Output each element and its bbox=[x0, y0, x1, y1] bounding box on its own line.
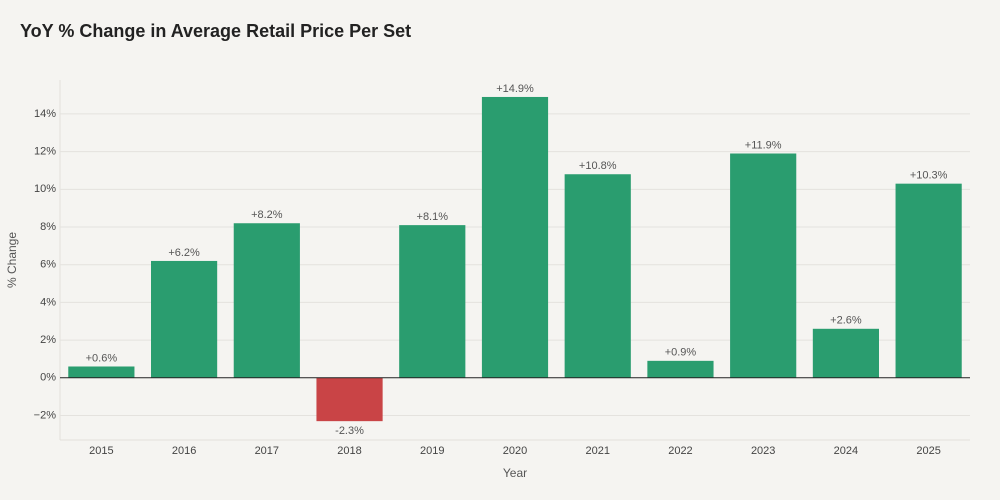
x-axis-title: Year bbox=[503, 466, 527, 480]
x-tick-label: 2015 bbox=[89, 445, 113, 457]
value-label: +8.2% bbox=[251, 209, 283, 221]
value-label: +2.6% bbox=[830, 315, 862, 327]
x-tick-label: 2021 bbox=[585, 445, 609, 457]
value-label: +11.9% bbox=[745, 139, 782, 151]
bar bbox=[895, 183, 962, 378]
value-label: +0.9% bbox=[665, 347, 697, 359]
value-label: +10.8% bbox=[579, 160, 617, 172]
y-tick-label: −2% bbox=[34, 409, 57, 421]
bar bbox=[68, 366, 135, 378]
y-tick-label: 8% bbox=[40, 221, 56, 233]
y-axis-title: % Change bbox=[5, 232, 19, 288]
value-label: +6.2% bbox=[168, 247, 200, 259]
x-tick-label: 2025 bbox=[916, 445, 940, 457]
x-tick-label: 2024 bbox=[834, 445, 858, 457]
bar bbox=[316, 377, 383, 422]
bar bbox=[647, 360, 714, 378]
y-tick-label: 10% bbox=[34, 183, 56, 195]
value-label: +0.6% bbox=[86, 352, 118, 364]
x-tick-label: 2023 bbox=[751, 445, 775, 457]
x-tick-label: 2017 bbox=[255, 445, 279, 457]
bar bbox=[233, 223, 300, 378]
y-tick-label: 12% bbox=[34, 146, 56, 158]
y-tick-label: 0% bbox=[40, 372, 56, 384]
y-tick-label: 6% bbox=[40, 259, 56, 271]
x-tick-label: 2020 bbox=[503, 445, 527, 457]
bar bbox=[399, 225, 466, 378]
x-tick-label: 2022 bbox=[668, 445, 692, 457]
x-tick-label: 2018 bbox=[337, 445, 361, 457]
x-tick-label: 2019 bbox=[420, 445, 444, 457]
chart-title: YoY % Change in Average Retail Price Per… bbox=[20, 21, 411, 41]
bar bbox=[481, 96, 549, 378]
value-label: +10.3% bbox=[910, 170, 948, 182]
y-tick-label: 2% bbox=[40, 334, 56, 346]
y-tick-label: 14% bbox=[34, 108, 56, 120]
y-tick-label: 4% bbox=[40, 296, 56, 308]
bar bbox=[151, 260, 218, 378]
value-label: -2.3% bbox=[335, 425, 364, 437]
x-tick-label: 2016 bbox=[172, 445, 196, 457]
bar bbox=[812, 328, 879, 378]
value-label: +8.1% bbox=[417, 211, 449, 223]
bar bbox=[564, 174, 631, 378]
bar bbox=[730, 153, 797, 378]
value-label: +14.9% bbox=[496, 83, 534, 95]
